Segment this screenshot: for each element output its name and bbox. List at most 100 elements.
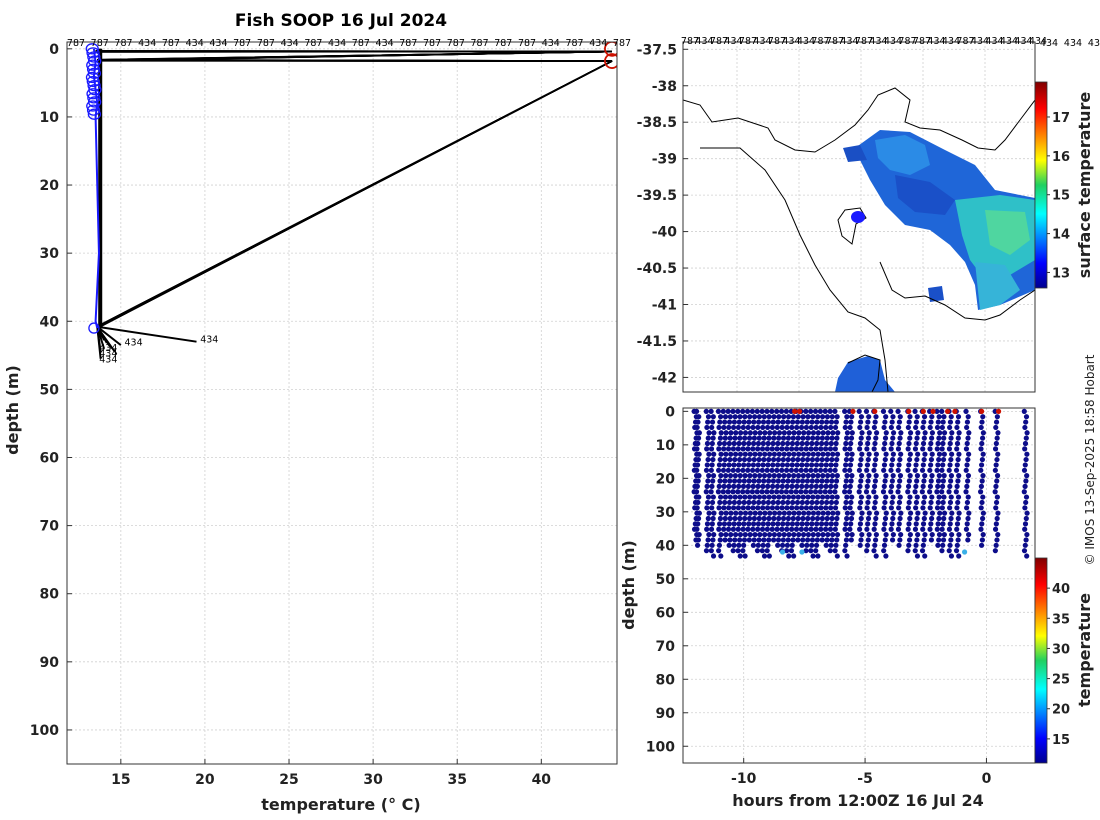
section-point: [694, 505, 700, 511]
section-point: [1021, 548, 1028, 554]
section-point: [721, 424, 727, 431]
section-point: [693, 489, 700, 495]
section-y-tick-label: 40: [656, 538, 676, 554]
section-point: [954, 526, 960, 532]
section-point: [832, 505, 839, 511]
section-point: [956, 430, 962, 436]
section-mid-point: [962, 549, 968, 555]
section-point: [835, 430, 841, 436]
section-point: [764, 446, 770, 452]
map-y-tick-label: -38.5: [637, 115, 677, 131]
section-point: [723, 451, 729, 457]
section-point: [939, 489, 945, 495]
section-point: [750, 462, 757, 468]
section-point: [881, 424, 887, 431]
section-point: [919, 548, 926, 554]
map-top-label: 434: [1064, 38, 1082, 49]
section-point: [920, 521, 927, 527]
section-point: [798, 526, 804, 532]
section-point: [805, 451, 812, 457]
section-point: [735, 505, 742, 511]
section-point: [882, 537, 888, 543]
section-point: [1022, 505, 1028, 511]
section-point: [757, 510, 763, 516]
section-point: [828, 462, 834, 468]
section-point: [710, 537, 716, 543]
sst-patch-warm: [985, 210, 1030, 255]
section-point: [828, 542, 834, 548]
section-point: [789, 542, 795, 548]
section-point: [866, 430, 872, 436]
profile-x-tick-label: 40: [532, 772, 552, 788]
profile-y-tick-label: 60: [40, 450, 60, 466]
section-point: [913, 424, 919, 431]
section-point: [750, 424, 756, 431]
section-mid-point: [799, 549, 805, 555]
section-point: [774, 446, 780, 452]
section-point: [856, 489, 862, 495]
section-point: [948, 435, 954, 441]
section-point: [722, 419, 728, 425]
section-point: [796, 510, 802, 516]
section-point: [888, 424, 894, 431]
section-point: [803, 505, 810, 511]
section-point: [873, 473, 879, 479]
section-point: [717, 537, 723, 543]
section-point: [934, 505, 941, 511]
section-point: [721, 440, 728, 447]
section-point: [940, 478, 946, 484]
section-point: [731, 478, 738, 484]
section-point: [907, 435, 913, 441]
section-point: [920, 542, 926, 548]
section-point: [829, 435, 835, 441]
section-point: [820, 430, 826, 436]
section-point: [761, 414, 767, 420]
section-point: [920, 446, 926, 452]
section-point: [780, 499, 786, 506]
surface-marker: [604, 53, 617, 69]
section-point: [803, 548, 809, 554]
section-point: [829, 537, 835, 543]
section-point: [810, 531, 816, 538]
section-point: [694, 526, 700, 532]
section-point: [947, 521, 953, 527]
section-point: [948, 456, 954, 463]
section-point: [766, 494, 772, 500]
section-point: [906, 521, 912, 527]
section-point: [783, 408, 789, 414]
section-point: [732, 451, 739, 457]
section-point: [776, 473, 782, 479]
section-point: [770, 499, 776, 506]
section-point: [808, 548, 814, 554]
section-point: [726, 521, 732, 527]
section-y-tick-label: 70: [656, 639, 676, 655]
section-point: [779, 424, 785, 431]
section-point: [848, 499, 854, 506]
section-point: [919, 489, 925, 495]
section-point: [847, 462, 854, 468]
sst-patch-south: [975, 262, 1020, 310]
profile-top-label: 787: [470, 38, 488, 49]
section-point: [865, 435, 872, 441]
section-point: [858, 478, 864, 484]
section-point: [794, 462, 800, 468]
section-point: [732, 473, 738, 479]
section-point: [890, 510, 897, 516]
section-point: [809, 478, 815, 484]
section-point: [947, 505, 953, 511]
section-point: [888, 446, 894, 452]
section-point: [717, 456, 723, 463]
section-point: [809, 440, 815, 447]
section-point: [965, 473, 972, 479]
section-point: [730, 446, 736, 452]
section-point: [781, 510, 787, 516]
section-point: [695, 499, 701, 506]
section-x-tick-label: -10: [731, 771, 757, 787]
section-point: [793, 467, 799, 473]
section-point: [771, 537, 777, 543]
section-point: [760, 424, 766, 431]
section-point: [913, 499, 920, 506]
section-point: [941, 473, 947, 479]
section-point: [735, 548, 741, 554]
section-point: [808, 526, 814, 532]
